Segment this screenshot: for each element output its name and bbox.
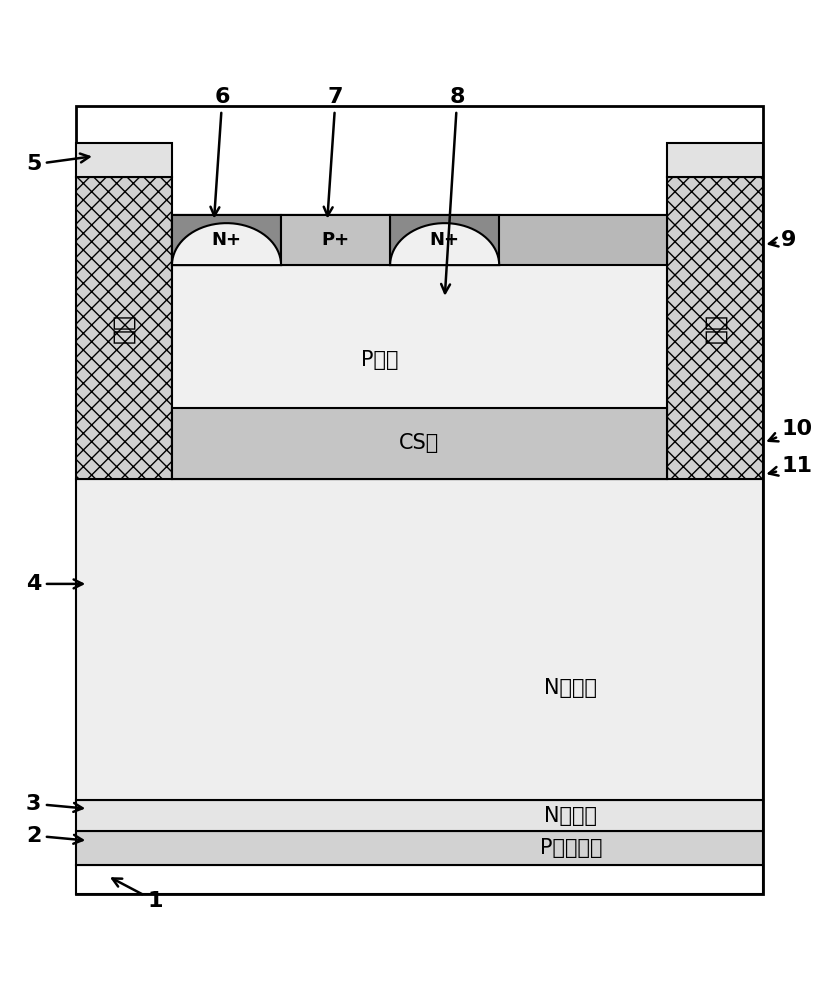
- Bar: [76, 479, 763, 800]
- Text: 2: 2: [26, 826, 82, 846]
- Text: 栅极: 栅极: [112, 313, 136, 343]
- Text: 3: 3: [26, 794, 82, 814]
- Bar: [76, 177, 172, 479]
- Text: P集电极区: P集电极区: [539, 838, 602, 858]
- Text: 8: 8: [441, 87, 465, 293]
- Text: 栅极: 栅极: [703, 313, 727, 343]
- Bar: [172, 408, 667, 479]
- Text: P+: P+: [321, 231, 350, 249]
- Text: P基区: P基区: [361, 350, 399, 370]
- Text: 4: 4: [26, 574, 82, 594]
- Bar: [76, 831, 763, 865]
- Text: 7: 7: [324, 87, 343, 216]
- Polygon shape: [390, 223, 499, 265]
- Bar: [390, 215, 499, 265]
- Bar: [76, 800, 763, 831]
- Bar: [281, 215, 390, 265]
- Bar: [76, 865, 763, 894]
- Polygon shape: [172, 223, 281, 265]
- Bar: [172, 215, 667, 265]
- Text: CS层: CS层: [399, 433, 440, 453]
- Text: 11: 11: [769, 456, 812, 476]
- Text: 10: 10: [769, 419, 813, 441]
- Text: 5: 5: [26, 154, 89, 174]
- Text: 1: 1: [112, 878, 163, 911]
- Text: 6: 6: [211, 87, 230, 216]
- Bar: [76, 143, 172, 177]
- Text: N缓冲层: N缓冲层: [545, 806, 597, 826]
- Text: 9: 9: [769, 230, 796, 250]
- Text: N+: N+: [211, 231, 242, 249]
- Text: N漂移区: N漂移区: [545, 678, 597, 698]
- Bar: [667, 177, 763, 479]
- Bar: [172, 215, 281, 265]
- Bar: [172, 215, 667, 479]
- Text: N+: N+: [430, 231, 460, 249]
- Bar: [667, 143, 763, 177]
- Bar: [76, 106, 763, 894]
